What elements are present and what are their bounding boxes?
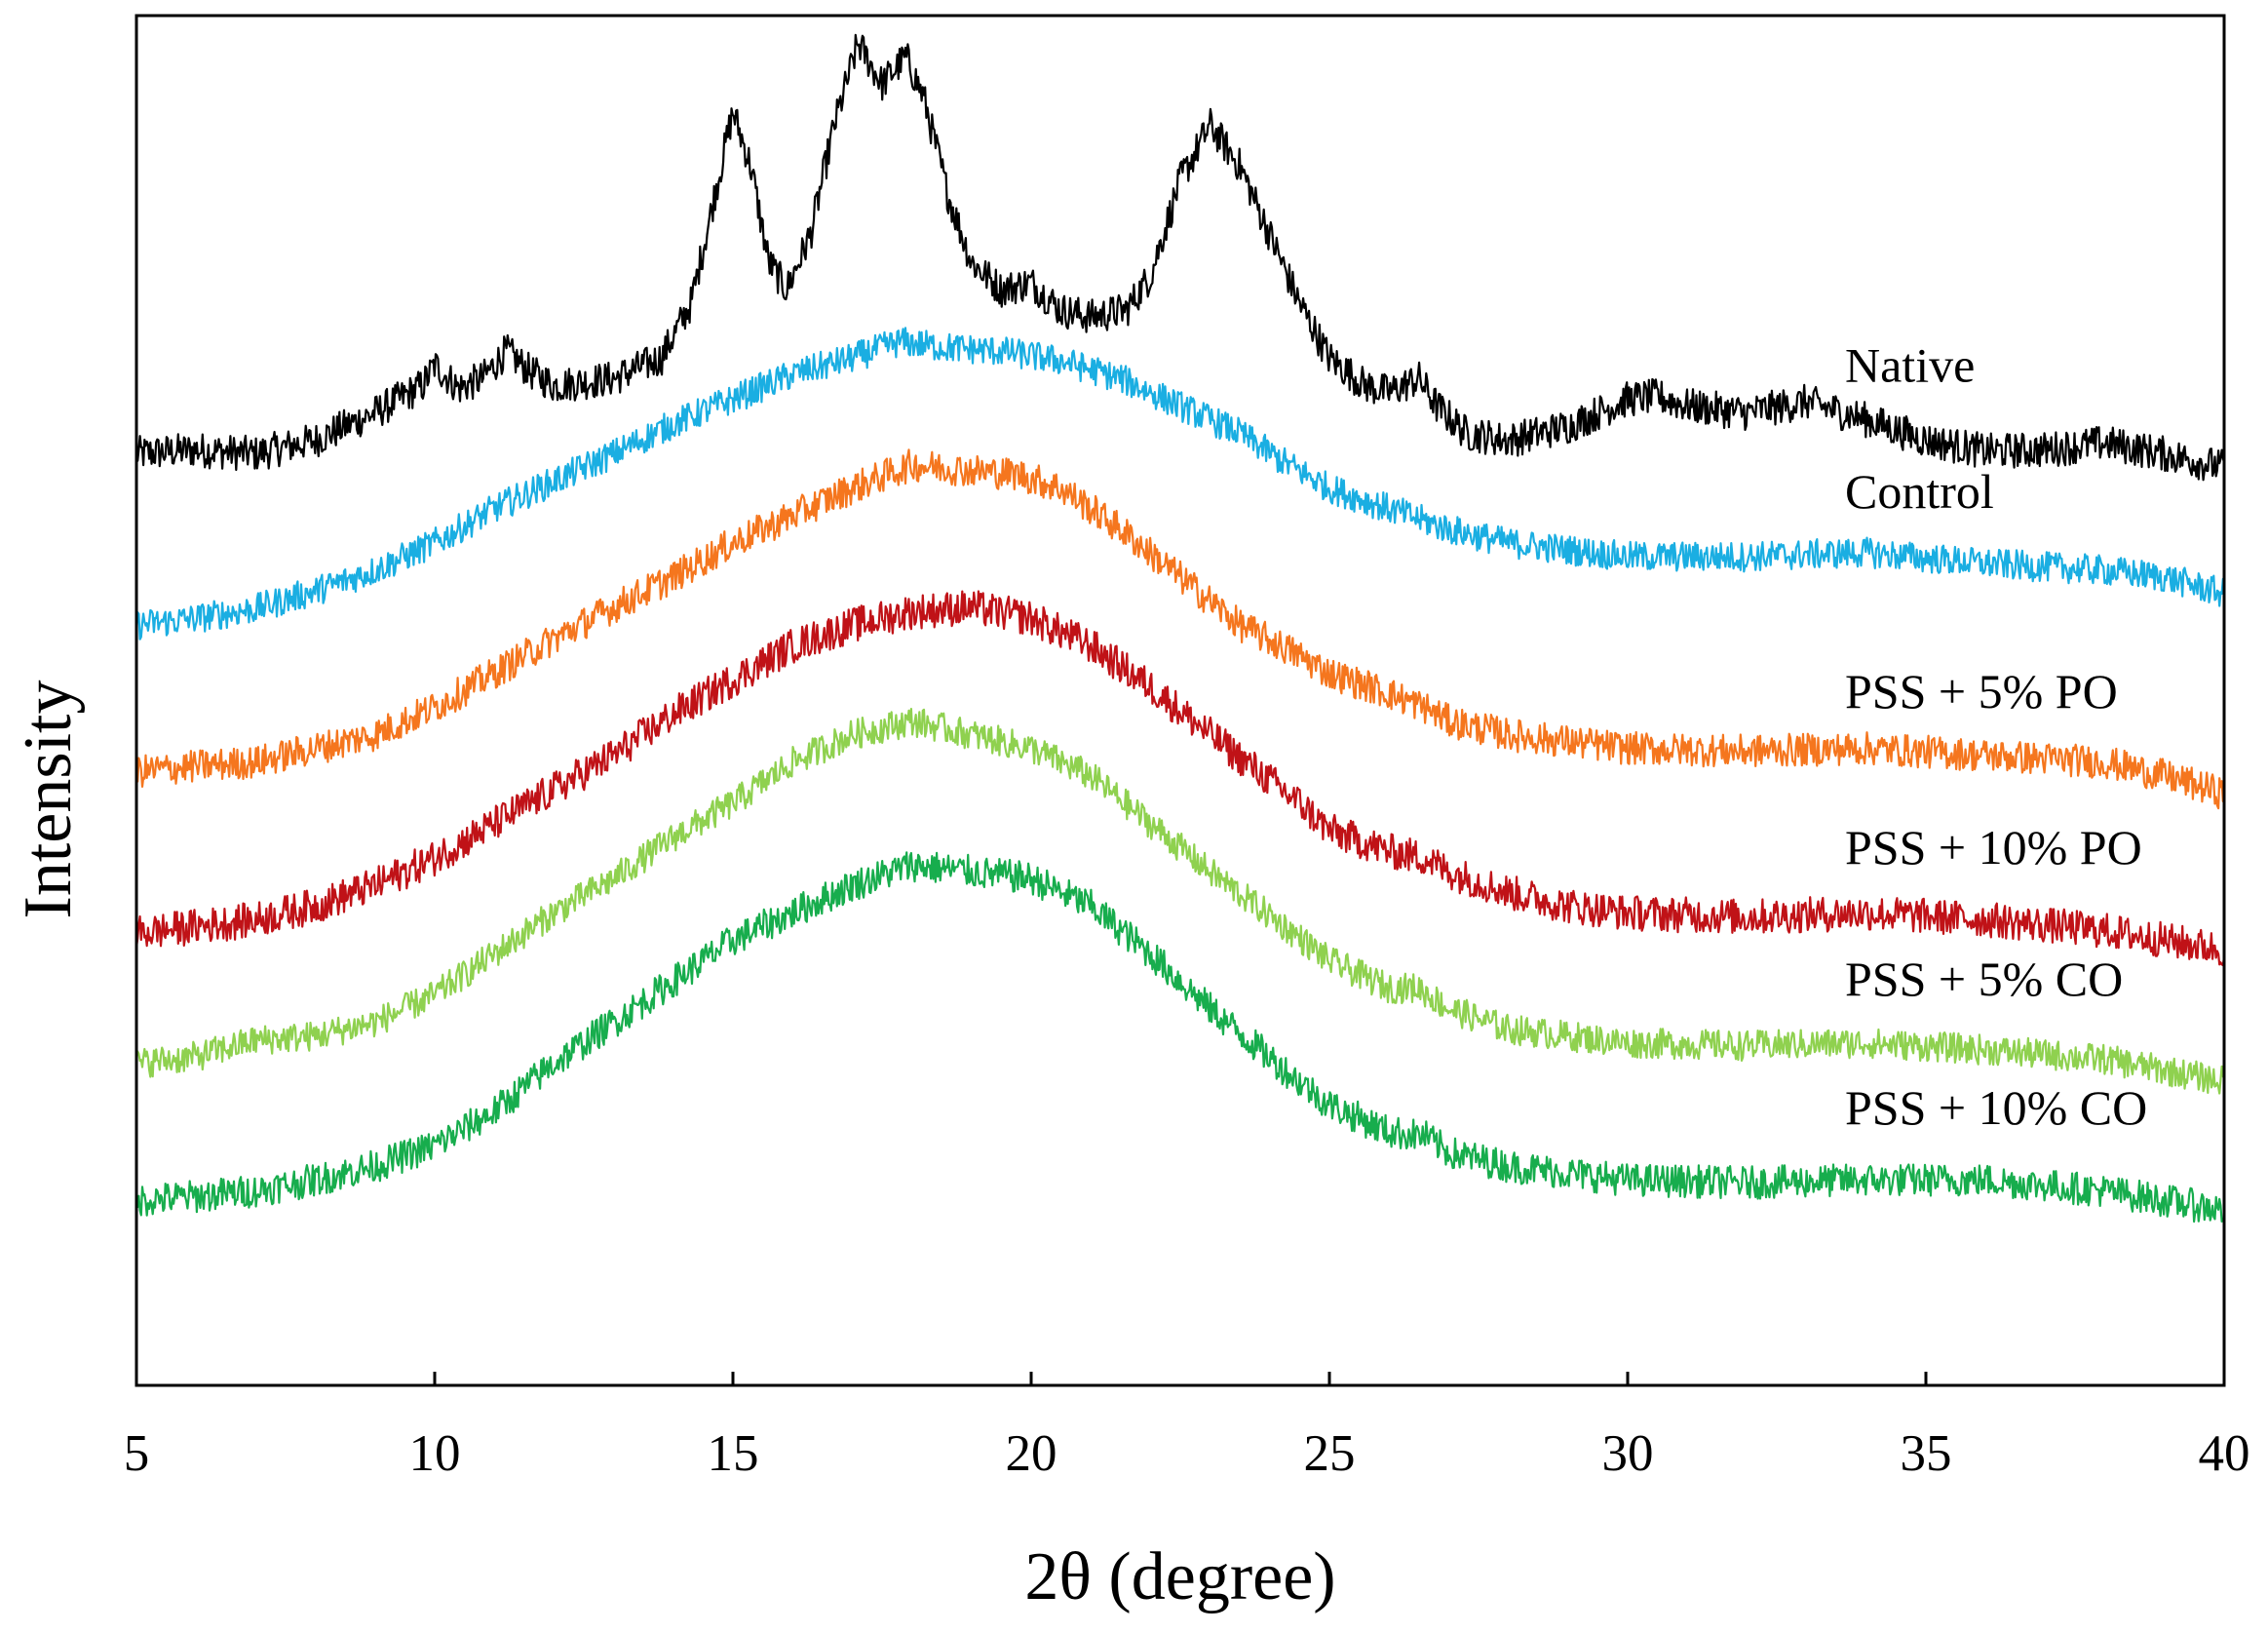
series-label-5: PSS + 10% CO — [1845, 1080, 2147, 1135]
x-tick-label: 30 — [1602, 1425, 1654, 1482]
series-line-3 — [135, 590, 2226, 967]
series-line-5 — [135, 851, 2225, 1224]
x-axis-ticks: 5 10 15 20 25 30 35 40 — [124, 1372, 2250, 1482]
series-line-1 — [135, 327, 2226, 641]
series-label-2: PSS + 5% PO — [1845, 664, 2118, 719]
series-labels: Native Control PSS + 5% PO PSS + 10% PO PSS … — [1845, 338, 2147, 1136]
x-tick-label: 35 — [1901, 1425, 1952, 1482]
x-tick-label: 15 — [708, 1425, 759, 1482]
x-tick-label: 10 — [409, 1425, 461, 1482]
x-tick-label: 25 — [1304, 1425, 1356, 1482]
series-label-3: PSS + 10% PO — [1845, 820, 2142, 875]
series-lines — [135, 33, 2226, 1224]
x-axis-title: 2θ (degree) — [1024, 1539, 1335, 1614]
series-label-4: PSS + 5% CO — [1845, 952, 2123, 1006]
y-axis-title: Intensity — [11, 680, 86, 919]
plot-frame — [135, 14, 2226, 1387]
series-label-0: Native — [1845, 338, 1975, 393]
series-line-0 — [135, 33, 2226, 482]
series-line-4 — [135, 708, 2225, 1095]
x-tick-label: 40 — [2199, 1425, 2250, 1482]
series-line-2 — [135, 448, 2226, 810]
series-label-1: Control — [1845, 464, 1994, 519]
x-tick-label: 5 — [124, 1425, 150, 1482]
x-tick-label: 20 — [1006, 1425, 1057, 1482]
